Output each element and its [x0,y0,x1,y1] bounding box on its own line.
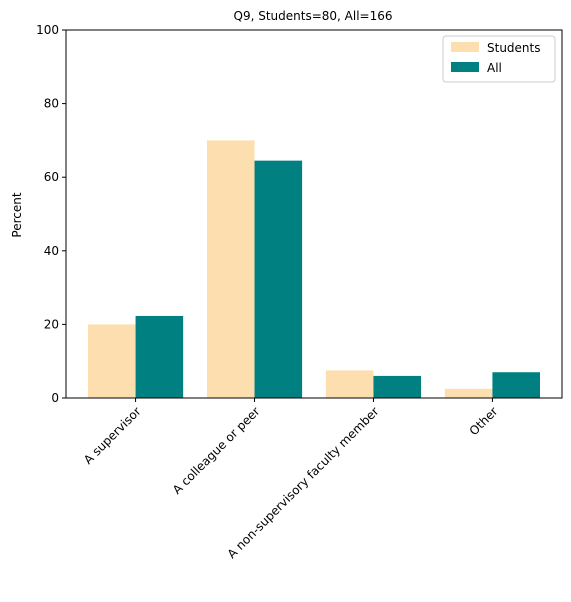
chart-title: Q9, Students=80, All=166 [234,9,393,23]
y-tick-label: 60 [44,170,59,184]
y-tick-label: 100 [36,23,59,37]
y-tick-label: 40 [44,244,59,258]
y-tick-label: 20 [44,317,59,331]
legend-swatch-all [451,62,479,72]
y-tick-label: 80 [44,97,59,111]
plot-area: 0 20 40 60 80 100 A supervisor A colleague or p… [36,23,563,561]
bar-all-1 [135,315,184,398]
bar-students-4 [444,388,493,398]
bar-students-3 [325,370,374,398]
bar-students-2 [206,140,255,398]
legend-label-students: Students [487,41,541,55]
x-tick-label: Other [467,404,501,438]
y-axis-label: Percent [10,192,24,237]
y-tick-label: 0 [51,391,59,405]
axes-frame [65,29,563,399]
bar-all-3 [373,375,422,398]
legend-label-all: All [487,61,502,75]
bar-all-4 [492,372,540,398]
bar-all-2 [254,160,303,398]
x-tick-label: A supervisor [81,404,144,467]
legend: Students All [442,35,556,83]
legend-swatch-students [451,42,479,52]
bar-students-1 [88,324,136,398]
x-tick-label: A colleague or peer [170,404,263,497]
